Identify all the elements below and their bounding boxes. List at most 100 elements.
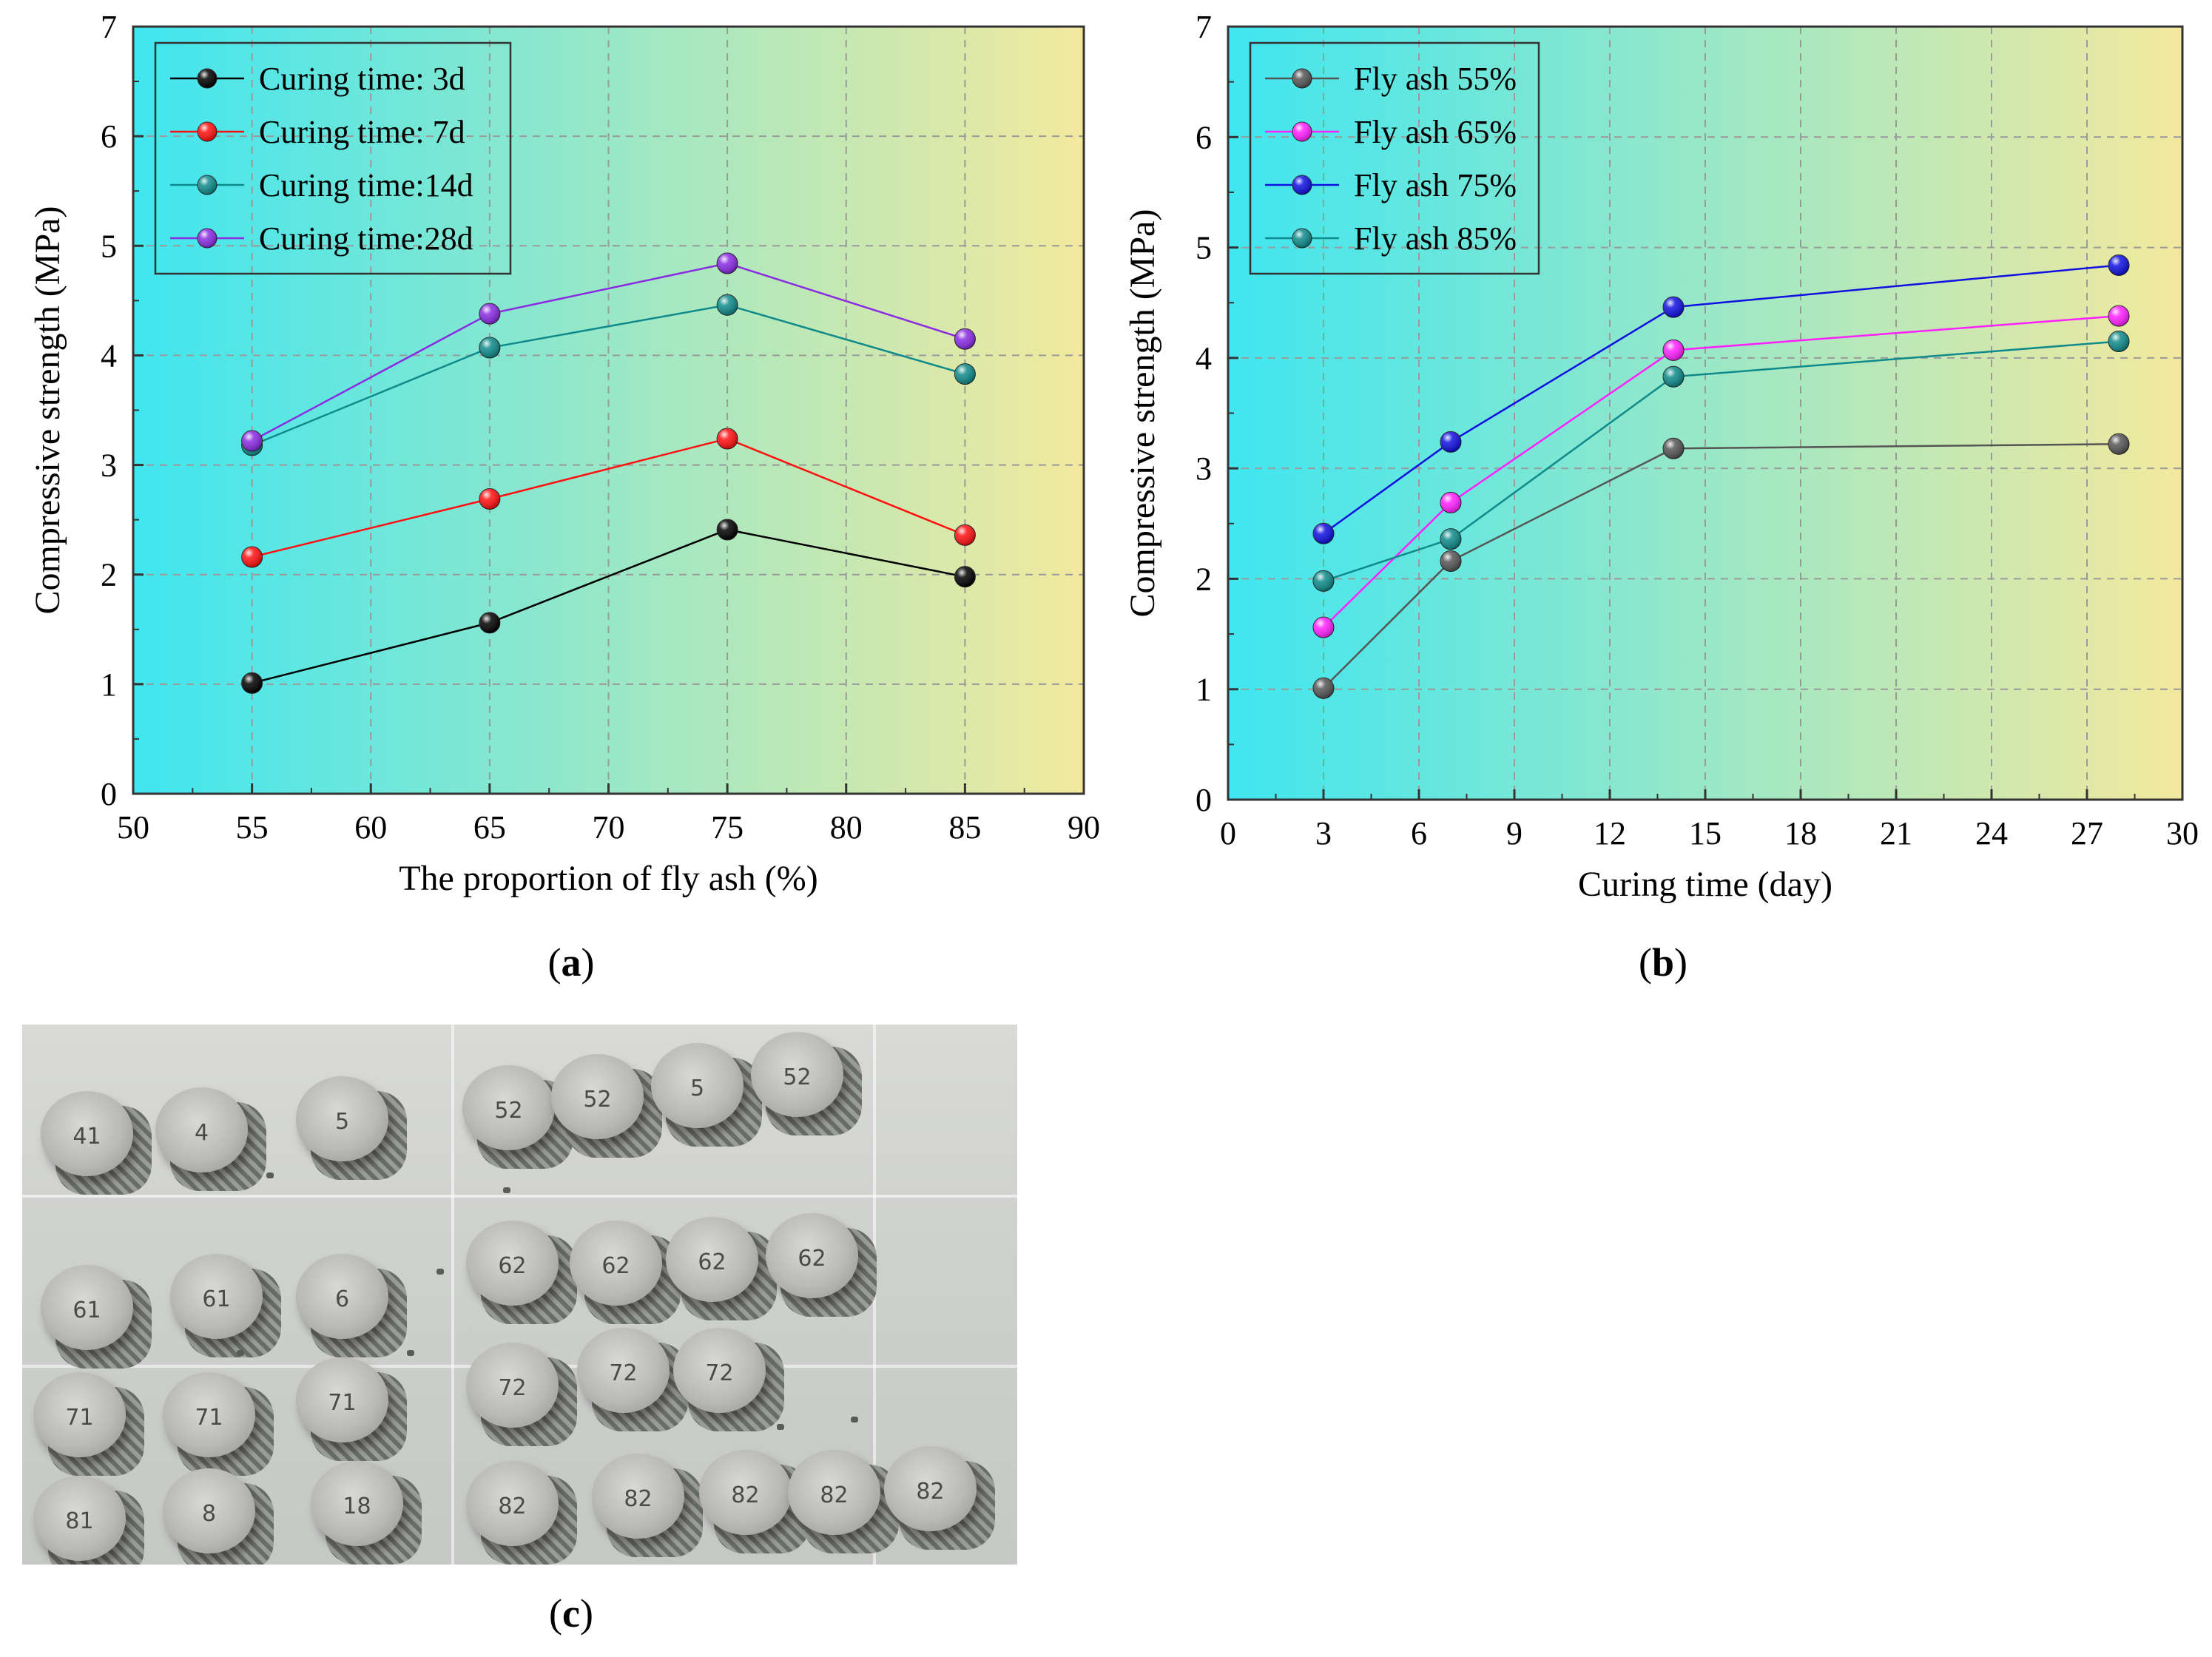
specimen-top: 72: [673, 1328, 766, 1413]
data-point-shine: [479, 337, 500, 359]
chart-a: 50 55 60 65 70 75 80 85 90 0 1 2 3 4 5 6 7 The proportion…: [28, 9, 1100, 898]
series-line: [252, 437, 965, 558]
x-tick-label: 0: [1220, 815, 1236, 851]
specimen-label: 5: [334, 1108, 350, 1135]
specimen-top: 82: [788, 1450, 880, 1535]
x-tick-label: 60: [354, 809, 387, 846]
x-tick-label: 27: [2071, 815, 2103, 851]
legend-swatch-shine: [198, 69, 217, 88]
specimen-label: 4: [194, 1119, 209, 1146]
debris-chip: [851, 1417, 858, 1423]
data-point-shine: [1663, 340, 1684, 361]
x-tick-label: 18: [1784, 815, 1817, 851]
specimen-top: 8: [163, 1468, 255, 1553]
data-point-shine: [1663, 438, 1684, 459]
data-point-shine: [954, 566, 976, 587]
specimen-top: 62: [666, 1217, 758, 1302]
x-tick-label: 90: [1068, 809, 1100, 846]
specimen-top: 82: [699, 1450, 792, 1535]
x-tick-label: 75: [711, 809, 743, 846]
data-point-shine: [1663, 366, 1684, 388]
legend-entry: Fly ash 75%: [1354, 167, 1517, 203]
x-tick-label: 65: [473, 809, 506, 846]
legend-entry: Curing time:14d: [259, 167, 473, 203]
data-point-shine: [241, 672, 263, 694]
specimen-top: 82: [592, 1454, 684, 1539]
specimen-top: 4: [155, 1087, 248, 1172]
caption-c: (c): [549, 1591, 593, 1636]
specimen-label: 62: [498, 1252, 527, 1279]
x-tick-label: 6: [1411, 815, 1427, 851]
series-line: [252, 262, 965, 442]
series-line: [1323, 443, 2120, 689]
data-point-shine: [954, 363, 976, 385]
y-tick-label: 4: [101, 337, 117, 374]
data-point-shine: [717, 428, 738, 450]
y-tick-label: 3: [1196, 450, 1212, 487]
x-tick-label: 30: [2166, 815, 2199, 851]
y-tick-label: 6: [101, 118, 117, 155]
y-tick-label: 0: [101, 776, 117, 812]
data-point-shine: [1313, 678, 1334, 699]
specimen-label: 52: [494, 1097, 523, 1124]
specimen-label: 52: [783, 1064, 812, 1090]
legend-entry: Curing time: 3d: [259, 61, 465, 97]
x-axis-label: The proportion of fly ash (%): [399, 859, 818, 898]
specimen-top: 52: [551, 1054, 644, 1139]
specimen-label: 81: [65, 1508, 94, 1534]
debris-chip: [266, 1172, 274, 1178]
data-point-shine: [479, 612, 500, 633]
y-tick-label: 6: [1196, 119, 1212, 155]
x-tick-label: 24: [1975, 815, 2008, 851]
series-line: [252, 304, 965, 447]
data-point-shine: [479, 303, 500, 325]
specimen-top: 52: [751, 1032, 843, 1117]
legend-box: [154, 41, 512, 275]
caption-b: (b): [1638, 940, 1687, 985]
legend-entry: Fly ash 65%: [1354, 114, 1517, 150]
debris-chip: [503, 1187, 510, 1193]
data-point-shine: [1440, 492, 1461, 513]
series-line: [252, 528, 965, 684]
data-point-shine: [2108, 254, 2129, 276]
specimen-label: 82: [731, 1482, 760, 1508]
specimen-label: 62: [698, 1249, 726, 1275]
y-tick-label: 5: [1196, 230, 1212, 266]
specimen-top: 82: [466, 1461, 559, 1546]
legend-box: [1249, 41, 1540, 275]
x-tick-label: 80: [830, 809, 863, 846]
x-tick-label: 3: [1315, 815, 1332, 851]
specimen-label: 61: [73, 1297, 101, 1323]
x-axis-label: Curing time (day): [1578, 865, 1832, 904]
specimen-top: 41: [41, 1091, 133, 1176]
specimen-label: 72: [705, 1360, 734, 1386]
data-point-shine: [241, 547, 263, 568]
specimen-top: 71: [33, 1372, 126, 1457]
legend-swatch-shine: [1292, 69, 1312, 88]
x-tick-label: 70: [593, 809, 625, 846]
data-point-shine: [717, 519, 738, 540]
debris-chip: [436, 1269, 444, 1275]
specimen-top: 5: [296, 1076, 388, 1161]
data-point-shine: [479, 488, 500, 510]
legend-entry: Curing time: 7d: [259, 114, 465, 150]
specimen-label: 71: [65, 1404, 94, 1431]
data-point-shine: [1440, 550, 1461, 572]
specimen-photo: 41 4 5 52 52 5 52 61 61 6 62 62 62 62 71 71 71 72 72 72 81 8 1…: [22, 1025, 1017, 1565]
legend-entry: Curing time:28d: [259, 220, 473, 257]
specimen-label: 82: [498, 1493, 527, 1519]
y-tick-label: 7: [1196, 9, 1212, 45]
y-axis-label: Compressive strength (MPa): [28, 206, 67, 615]
legend-entry: Fly ash 85%: [1354, 220, 1517, 257]
data-point-shine: [1313, 570, 1334, 592]
legend-entry: Fly ash 55%: [1354, 61, 1517, 97]
data-point-shine: [1440, 431, 1461, 453]
data-point-shine: [954, 328, 976, 350]
specimen-top: 71: [163, 1372, 255, 1457]
specimen-top: 62: [570, 1221, 662, 1306]
y-tick-label: 4: [1196, 340, 1212, 377]
specimen-top: 72: [466, 1343, 559, 1428]
data-point-shine: [717, 294, 738, 316]
y-tick-label: 1: [101, 666, 117, 703]
